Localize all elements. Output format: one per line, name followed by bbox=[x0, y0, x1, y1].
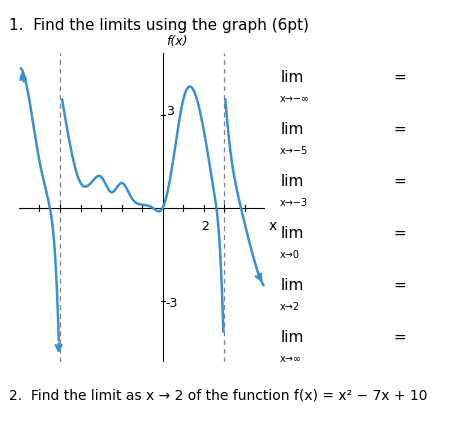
Text: =: = bbox=[393, 70, 406, 85]
Text: =: = bbox=[393, 174, 406, 189]
Text: x→2: x→2 bbox=[280, 302, 300, 312]
Text: =: = bbox=[393, 122, 406, 137]
Text: =: = bbox=[393, 278, 406, 293]
Text: x: x bbox=[268, 218, 277, 232]
Text: x→0: x→0 bbox=[280, 250, 300, 260]
Text: 3: 3 bbox=[166, 105, 173, 118]
Text: x→∞: x→∞ bbox=[280, 354, 302, 364]
Text: lim: lim bbox=[280, 122, 303, 137]
Text: x→−3: x→−3 bbox=[280, 198, 308, 209]
Text: -3: -3 bbox=[166, 297, 178, 310]
Text: x→−5: x→−5 bbox=[280, 146, 309, 156]
Text: 2.  Find the limit as x → 2 of the function f​(x) = x² − 7x + 10: 2. Find the limit as x → 2 of the functi… bbox=[9, 389, 428, 403]
Text: 1.  Find the limits using the graph (6pt): 1. Find the limits using the graph (6pt) bbox=[9, 18, 310, 33]
Text: f(x): f(x) bbox=[166, 35, 187, 48]
Text: lim: lim bbox=[280, 70, 303, 85]
Text: lim: lim bbox=[280, 330, 303, 345]
Text: lim: lim bbox=[280, 174, 303, 189]
Text: =: = bbox=[393, 226, 406, 241]
Text: 2: 2 bbox=[201, 220, 209, 233]
Text: x→−∞: x→−∞ bbox=[280, 95, 310, 104]
Text: =: = bbox=[393, 330, 406, 345]
Text: lim: lim bbox=[280, 278, 303, 293]
Text: lim: lim bbox=[280, 226, 303, 241]
